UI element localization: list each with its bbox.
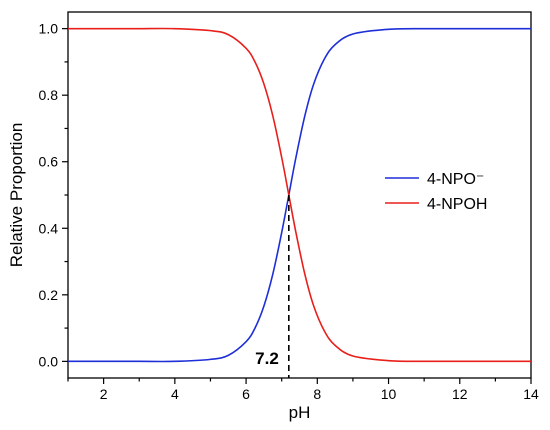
y-tick-label: 0.4: [39, 220, 59, 236]
y-axis-title: Relative Proportion: [7, 123, 26, 268]
x-tick-label: 6: [242, 386, 250, 402]
legend-item-4-npo-label: 4-NPO⁻: [427, 171, 484, 188]
y-tick-label: 0.8: [39, 87, 59, 103]
annotation-layer: 7.2: [255, 195, 290, 378]
legend: 4-NPO⁻ 4-NPOH: [385, 171, 487, 213]
x-tick-label: 14: [523, 386, 539, 402]
x-axis-ticks: 2 4 6 8 10 12 14: [67, 378, 539, 402]
annotation-label: 7.2: [255, 349, 279, 368]
series-line-4-npoh: [68, 27, 531, 363]
y-tick-label: 0.6: [39, 154, 59, 170]
y-axis-ticks: 0.0 0.2 0.4 0.6 0.8 1.0: [39, 21, 68, 369]
y-tick-label: 0.2: [39, 287, 59, 303]
series-layer: [67, 27, 531, 363]
plot-border: [67, 11, 532, 379]
x-axis-title: pH: [289, 403, 311, 422]
x-tick-label: 10: [381, 386, 397, 402]
y-tick-label: 1.0: [39, 21, 59, 37]
plot-frame: [67, 11, 532, 379]
x-tick-label: 2: [100, 386, 108, 402]
x-tick-label: 4: [171, 386, 179, 402]
legend-item-4-npoh-label: 4-NPOH: [427, 196, 487, 213]
y-tick-label: 0.0: [39, 353, 59, 369]
x-tick-label: 12: [452, 386, 468, 402]
x-tick-label: 8: [313, 386, 321, 402]
